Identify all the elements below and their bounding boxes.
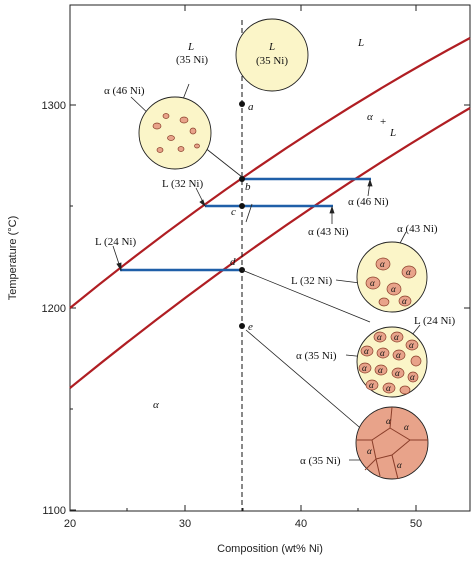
- svg-text:α: α: [369, 380, 374, 390]
- x-tick-label-50: 50: [410, 518, 422, 530]
- svg-text:α: α: [364, 346, 369, 356]
- point-c-label: c: [231, 206, 236, 218]
- circle2-composition-label: (35 Ni): [176, 54, 208, 66]
- point-d-label: d: [230, 256, 236, 268]
- label-alpha-35-low: α (35 Ni): [300, 455, 341, 467]
- svg-text:α: α: [404, 422, 409, 432]
- x-tick-label-20: 20: [64, 518, 76, 530]
- y-tick-label-1200: 1200: [42, 303, 66, 315]
- x-ticks: [69, 5, 417, 511]
- svg-text:α: α: [409, 340, 414, 350]
- y-axis-title: Temperature (°C): [7, 216, 19, 300]
- two-phase-alpha-label: α: [367, 111, 373, 123]
- x-tick-label-30: 30: [179, 518, 191, 530]
- svg-text:α: α: [394, 332, 399, 342]
- label-l-24-right: L (24 Ni): [414, 315, 455, 327]
- alpha-grain-labels-d: α α α α α α α α α α α α: [362, 332, 415, 393]
- point-c: [239, 203, 245, 209]
- label-l-24: L (24 Ni): [95, 236, 136, 248]
- microstructure-two-phase-c: [356, 241, 428, 313]
- y-tick-label-1300: 1300: [42, 100, 66, 112]
- svg-text:α: α: [380, 259, 385, 269]
- svg-text:α: α: [397, 460, 402, 470]
- svg-text:α: α: [370, 278, 375, 288]
- solid-region-label: α: [153, 399, 159, 411]
- label-l-32-mid: L (32 Ni): [291, 275, 332, 287]
- alpha-grains-c: [365, 257, 417, 307]
- svg-text:α: α: [402, 296, 407, 306]
- y-tick-label-1100: 1100: [42, 505, 66, 517]
- solidus-curve: [69, 107, 471, 389]
- two-phase-L-label: L: [389, 127, 396, 139]
- alpha-nuclei: [152, 113, 200, 153]
- point-b-label: b: [245, 181, 251, 193]
- microstructure-nuclei-b: [138, 96, 212, 170]
- svg-text:α: α: [386, 383, 391, 393]
- svg-text:α: α: [406, 267, 411, 277]
- svg-text:α: α: [391, 284, 396, 294]
- svg-text:α: α: [367, 446, 372, 456]
- microstructure-liquid-a: [235, 18, 309, 92]
- label-alpha-43-right: α (43 Ni): [397, 223, 438, 235]
- two-phase-plus-label: +: [380, 116, 386, 128]
- svg-text:α: α: [395, 368, 400, 378]
- circle1-phase-label: L: [268, 41, 275, 53]
- point-e-label: e: [248, 321, 253, 333]
- label-alpha-43-mid: α (43 Ni): [308, 226, 349, 238]
- svg-text:α: α: [362, 363, 367, 373]
- svg-text:α: α: [380, 348, 385, 358]
- svg-text:α: α: [386, 416, 391, 426]
- x-tick-label-40: 40: [295, 518, 307, 530]
- label-alpha-35-mid: α (35 Ni): [296, 350, 337, 362]
- point-a-label: a: [248, 101, 254, 113]
- svg-text:α: α: [378, 365, 383, 375]
- label-alpha-46-right: α (46 Ni): [348, 196, 389, 208]
- point-e: [239, 323, 245, 329]
- point-a: [239, 101, 245, 107]
- liquidus-curve: [69, 37, 471, 309]
- liquid-region-label: L: [357, 37, 364, 49]
- circle1-composition-label: (35 Ni): [256, 55, 288, 67]
- label-l-35-left: L (35 Ni): [176, 41, 208, 66]
- svg-text:α: α: [396, 350, 401, 360]
- label-alpha-46-top: α (46 Ni): [104, 85, 145, 97]
- point-b: [239, 176, 245, 182]
- alpha-grain-labels-e: α α α α: [367, 416, 409, 470]
- grain-boundaries: [357, 406, 428, 480]
- plot-frame: [69, 4, 471, 512]
- svg-text:α: α: [377, 332, 382, 342]
- alpha-grain-labels-c: α α α α α: [370, 259, 411, 306]
- circle2-phase-label: L: [187, 41, 194, 53]
- label-l-32-top: L (32 Ni): [162, 178, 203, 190]
- leader-lines: [203, 146, 373, 439]
- alpha-grains-d: [358, 331, 422, 395]
- x-axis-title: Composition (wt% Ni): [217, 543, 323, 555]
- svg-text:α: α: [410, 372, 415, 382]
